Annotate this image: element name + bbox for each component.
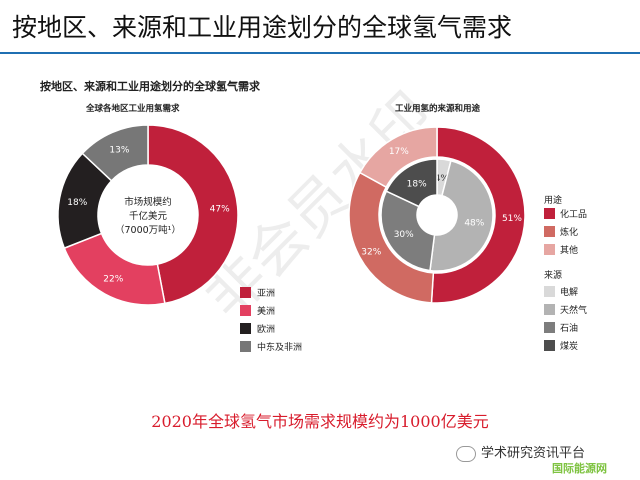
region-label-0: 47% xyxy=(210,205,230,215)
footer-sub-logo: 国际能源网 xyxy=(552,462,607,475)
region-legend-swatch-2 xyxy=(240,323,251,334)
region-legend-label-0: 亚洲 xyxy=(257,288,275,299)
source-legend-swatch-1 xyxy=(544,304,555,315)
region-legend-label-3: 中东及非洲 xyxy=(257,341,302,353)
region-legend-swatch-1 xyxy=(240,305,251,316)
region-label-3: 13% xyxy=(109,145,129,155)
source-slice-3 xyxy=(385,158,438,208)
region-center-hole xyxy=(98,165,198,265)
use-label-0: 51% xyxy=(502,214,522,224)
use-legend-label-0: 化工品 xyxy=(560,208,587,220)
source-legend-title: 来源 xyxy=(544,270,562,281)
source-legend-label-0: 电解 xyxy=(560,286,578,298)
region-label-1: 22% xyxy=(103,275,123,285)
wechat-icon xyxy=(456,445,476,462)
title-divider xyxy=(0,52,640,54)
left-chart-title: 全球各地区工业用氢需求 xyxy=(86,104,180,114)
source-label-2: 30% xyxy=(394,230,414,240)
region-center-text-1: 千亿美元 xyxy=(129,210,168,222)
use-slice-2 xyxy=(358,126,438,189)
chart-main-title: 按地区、来源和工业用途划分的全球氢气需求 xyxy=(40,80,260,93)
market-size-caption: 2020年全球氢气市场需求规模约为1000亿美元 xyxy=(151,412,489,431)
use-legend-swatch-2 xyxy=(544,244,555,255)
source-legend-label-3: 煤炭 xyxy=(560,340,578,352)
use-slice-0 xyxy=(430,126,526,304)
right-chart-title: 工业用氢的来源和用途 xyxy=(395,104,481,114)
source-legend-swatch-2 xyxy=(544,322,555,333)
source-legend-label-1: 天然气 xyxy=(560,304,587,316)
source-slice-2 xyxy=(380,190,436,272)
region-center-text-2: （7000万吨¹） xyxy=(115,224,181,236)
region-label-2: 18% xyxy=(67,198,87,208)
use-legend-swatch-1 xyxy=(544,226,555,237)
region-legend-label-2: 欧洲 xyxy=(257,323,275,335)
use-legend-label-1: 炼化 xyxy=(560,226,578,238)
region-center-text-0: 市场规模约 xyxy=(124,196,172,208)
source-center-hole xyxy=(418,196,456,234)
use-label-1: 32% xyxy=(361,248,381,258)
source-label-1: 48% xyxy=(464,219,484,229)
use-label-2: 17% xyxy=(389,147,409,157)
footer-badge-text: 学术研究资讯平台 xyxy=(481,446,586,461)
region-legend-label-1: 美洲 xyxy=(257,305,275,317)
source-legend-swatch-0 xyxy=(544,286,555,297)
source-slice-1 xyxy=(429,159,494,272)
footer-badge: 学术研究资讯平台 xyxy=(456,442,585,462)
source-label-3: 18% xyxy=(407,179,427,189)
use-legend-title: 用途 xyxy=(544,194,562,206)
region-legend-swatch-0 xyxy=(240,287,251,298)
region-legend-swatch-3 xyxy=(240,341,251,352)
source-legend-label-2: 石油 xyxy=(560,322,578,334)
use-legend-label-2: 其他 xyxy=(560,244,578,256)
source-label-0: 4% xyxy=(435,174,450,184)
slide-title: 按地区、来源和工业用途划分的全球氢气需求 xyxy=(12,13,513,42)
source-legend-swatch-3 xyxy=(544,340,555,351)
use-legend-swatch-0 xyxy=(544,208,555,219)
